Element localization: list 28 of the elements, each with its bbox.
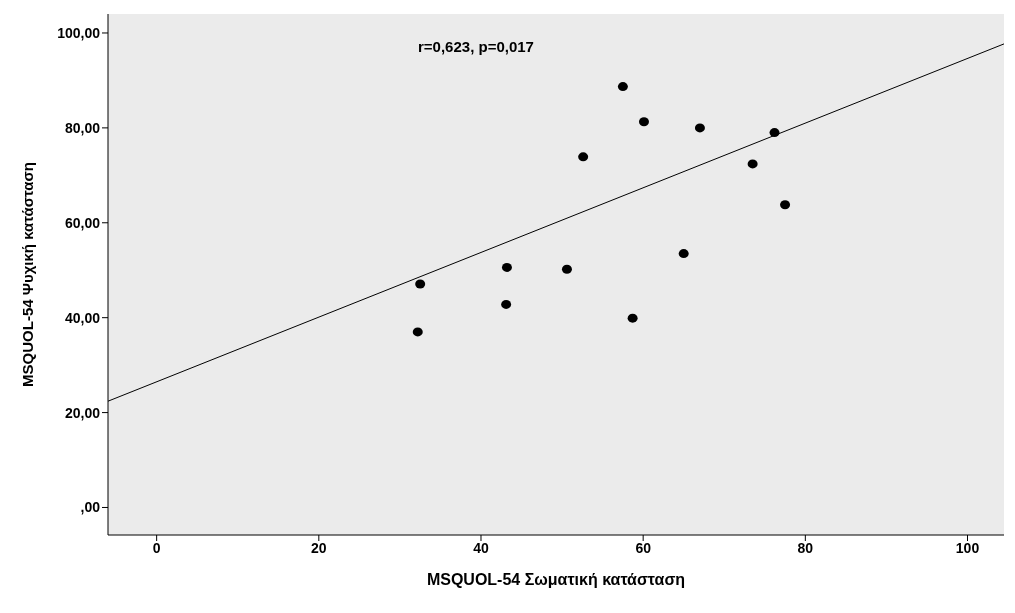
x-tick-label: 100 (955, 539, 980, 556)
point (780, 200, 791, 210)
y-tick-label: 20,00 (64, 404, 101, 421)
x-tick-label: 60 (635, 539, 652, 556)
point (678, 249, 689, 259)
y-tick-label: 80,00 (64, 119, 101, 136)
point (578, 152, 589, 162)
x-tick-label: 0 (152, 539, 161, 556)
point (627, 313, 638, 323)
y-tick-label: 60,00 (64, 214, 101, 231)
y-tick-label: 40,00 (64, 309, 101, 326)
point (415, 279, 426, 289)
x-tick-label: 20 (311, 539, 327, 556)
annotation: r=0,623, p=0,017 (418, 38, 534, 55)
x-axis-title: MSQUOL-54 Σωματική κατάσταση (426, 571, 686, 588)
point (638, 117, 649, 127)
point (561, 264, 572, 274)
point (501, 299, 512, 309)
point (617, 82, 628, 92)
point (501, 262, 512, 272)
y-tick-label: ,00 (80, 499, 101, 516)
point (747, 159, 758, 169)
point (412, 327, 423, 337)
y-tick-label: 100,00 (57, 24, 101, 41)
y-axis-title: MSQUOL-54 Ψυχική κατάσταση (19, 162, 37, 387)
x-tick-label: 80 (797, 539, 814, 556)
point (694, 123, 705, 133)
x-tick-label: 40 (473, 539, 489, 556)
